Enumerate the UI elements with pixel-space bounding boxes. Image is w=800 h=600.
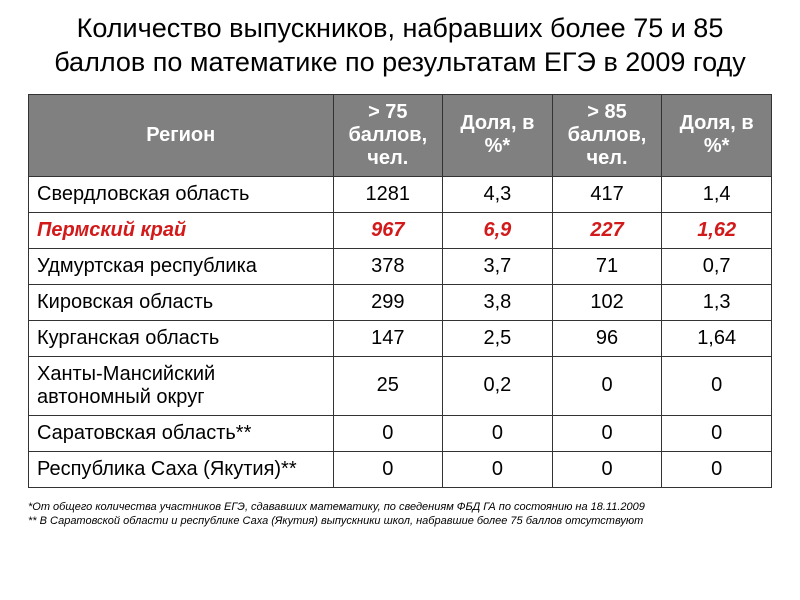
cell-region: Свердловская область xyxy=(29,176,334,212)
col-over85: > 85 баллов, чел. xyxy=(552,94,662,176)
cell-over75: 299 xyxy=(333,284,443,320)
cell-over75: 147 xyxy=(333,320,443,356)
cell-over85: 0 xyxy=(552,356,662,415)
cell-share75: 0 xyxy=(443,451,553,487)
cell-share75: 0 xyxy=(443,415,553,451)
cell-share75: 4,3 xyxy=(443,176,553,212)
table-row: Свердловская область12814,34171,4 xyxy=(29,176,772,212)
cell-share75: 0,2 xyxy=(443,356,553,415)
cell-over85: 96 xyxy=(552,320,662,356)
cell-over85: 417 xyxy=(552,176,662,212)
cell-over75: 0 xyxy=(333,451,443,487)
cell-over75: 967 xyxy=(333,212,443,248)
cell-share75: 6,9 xyxy=(443,212,553,248)
cell-share85: 0,7 xyxy=(662,248,772,284)
results-table: Регион > 75 баллов, чел. Доля, в %* > 85… xyxy=(28,94,772,488)
table-row: Республика Саха (Якутия)**0000 xyxy=(29,451,772,487)
table-header-row: Регион > 75 баллов, чел. Доля, в %* > 85… xyxy=(29,94,772,176)
cell-over75: 0 xyxy=(333,415,443,451)
cell-region: Саратовская область** xyxy=(29,415,334,451)
table-body: Свердловская область12814,34171,4Пермски… xyxy=(29,176,772,487)
cell-over75: 1281 xyxy=(333,176,443,212)
table-row: Пермский край9676,92271,62 xyxy=(29,212,772,248)
footnote-2: ** В Саратовской области и республике Са… xyxy=(28,514,772,529)
cell-over85: 0 xyxy=(552,415,662,451)
cell-share85: 0 xyxy=(662,415,772,451)
table-row: Ханты-Мансийский автономный округ250,200 xyxy=(29,356,772,415)
table-row: Саратовская область**0000 xyxy=(29,415,772,451)
table-row: Кировская область2993,81021,3 xyxy=(29,284,772,320)
cell-share85: 0 xyxy=(662,356,772,415)
cell-share85: 1,4 xyxy=(662,176,772,212)
cell-region: Курганская область xyxy=(29,320,334,356)
cell-over75: 378 xyxy=(333,248,443,284)
cell-share75: 2,5 xyxy=(443,320,553,356)
cell-share85: 1,3 xyxy=(662,284,772,320)
cell-share85: 1,64 xyxy=(662,320,772,356)
page-title: Количество выпускников, набравших более … xyxy=(28,12,772,80)
cell-share75: 3,8 xyxy=(443,284,553,320)
cell-over85: 227 xyxy=(552,212,662,248)
col-share85: Доля, в %* xyxy=(662,94,772,176)
cell-share85: 0 xyxy=(662,451,772,487)
cell-region: Кировская область xyxy=(29,284,334,320)
cell-region: Удмуртская республика xyxy=(29,248,334,284)
col-over75: > 75 баллов, чел. xyxy=(333,94,443,176)
footnote-1: *От общего количества участников ЕГЭ, сд… xyxy=(28,500,772,515)
cell-share85: 1,62 xyxy=(662,212,772,248)
cell-over75: 25 xyxy=(333,356,443,415)
table-row: Курганская область1472,5961,64 xyxy=(29,320,772,356)
col-share75: Доля, в %* xyxy=(443,94,553,176)
cell-over85: 0 xyxy=(552,451,662,487)
cell-region: Ханты-Мансийский автономный округ xyxy=(29,356,334,415)
cell-over85: 102 xyxy=(552,284,662,320)
footnotes: *От общего количества участников ЕГЭ, сд… xyxy=(28,500,772,530)
cell-region: Пермский край xyxy=(29,212,334,248)
cell-region: Республика Саха (Якутия)** xyxy=(29,451,334,487)
cell-share75: 3,7 xyxy=(443,248,553,284)
col-region: Регион xyxy=(29,94,334,176)
cell-over85: 71 xyxy=(552,248,662,284)
table-row: Удмуртская республика3783,7710,7 xyxy=(29,248,772,284)
